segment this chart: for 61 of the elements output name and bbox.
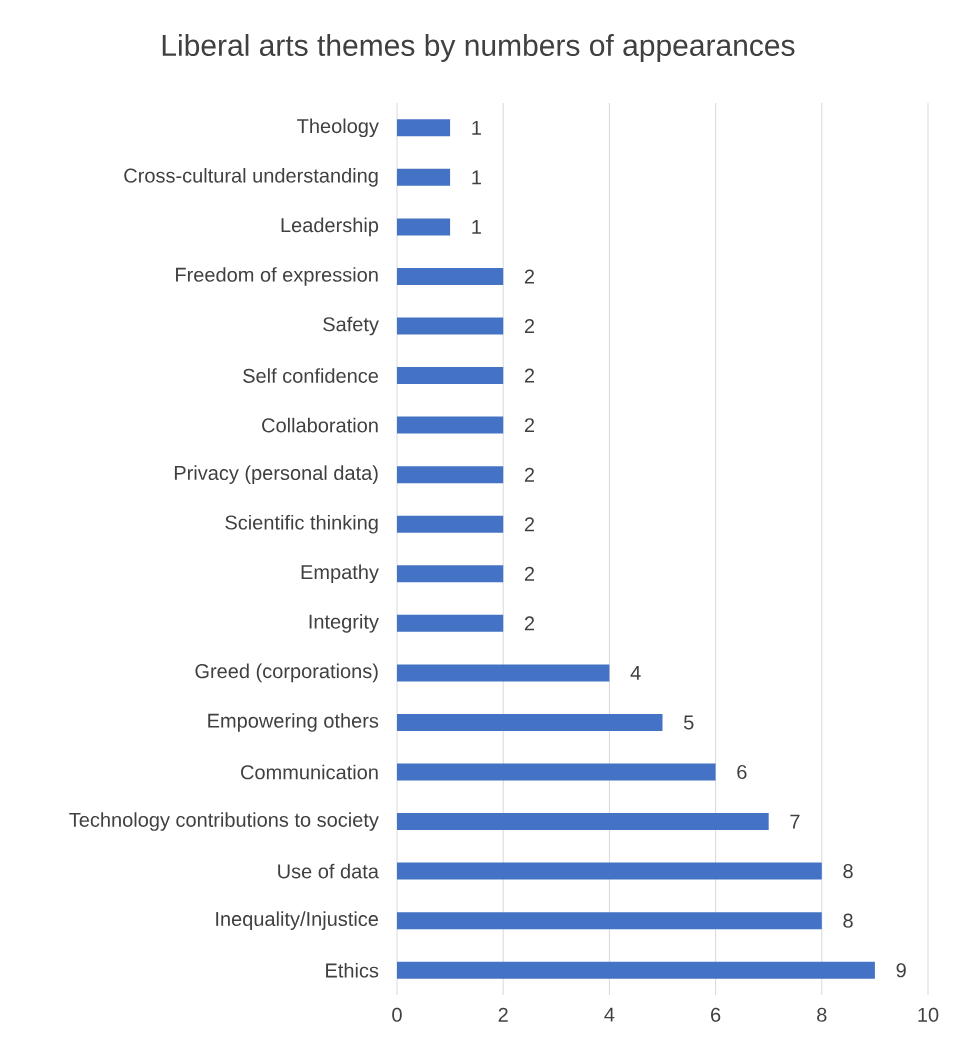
y-tick-label: Empowering others — [208, 713, 379, 732]
data-label: 2 — [524, 368, 535, 383]
data-label: 1 — [472, 220, 481, 234]
y-tick-label: Leadership — [281, 217, 379, 237]
x-tick-label: 6 — [711, 1007, 721, 1022]
bar — [397, 267, 504, 285]
bar — [397, 912, 822, 930]
y-tick-label: Safety — [323, 316, 379, 336]
chart-title: Liberal arts themes by numbers of appearances — [162, 34, 795, 62]
data-label: 2 — [524, 467, 535, 482]
x-tick-label: 4 — [604, 1007, 615, 1022]
data-label: 4 — [630, 666, 641, 680]
data-label: 1 — [472, 120, 481, 135]
bar — [397, 565, 504, 583]
data-label: 2 — [524, 517, 535, 532]
y-tick-label: Privacy (personal data) — [174, 465, 378, 484]
y-tick-label: Communication — [241, 764, 378, 780]
y-tick-label: Theology — [297, 118, 379, 138]
y-tick-label: Technology contributions to society — [69, 812, 379, 831]
y-tick-label: Scientific thinking — [225, 514, 378, 534]
y-tick-label: Self confidence — [243, 368, 379, 383]
bar — [397, 367, 504, 385]
bar — [397, 119, 451, 137]
data-label: 8 — [843, 864, 853, 879]
y-tick-label: Ethics — [326, 962, 379, 978]
bar — [397, 416, 504, 434]
bar — [397, 317, 504, 335]
y-tick-label: Integrity — [309, 614, 379, 633]
x-tick-label: 10 — [918, 1007, 939, 1022]
x-tick-label: 2 — [498, 1007, 508, 1022]
y-tick-label: Freedom of expression — [176, 267, 378, 286]
y-tick-label: Empathy — [301, 564, 379, 584]
data-label: 2 — [524, 418, 535, 433]
y-tick-label: Cross-cultural understanding — [124, 168, 378, 187]
bar — [397, 515, 504, 533]
data-label: 2 — [524, 616, 535, 631]
bar — [397, 763, 716, 781]
y-tick-label: Greed (corporations) — [195, 663, 378, 683]
bar — [397, 218, 451, 236]
bar — [397, 862, 822, 880]
y-tick-label: Collaboration — [262, 417, 378, 433]
data-label: 7 — [790, 814, 800, 829]
data-label: 1 — [472, 170, 481, 185]
data-label: 6 — [737, 764, 747, 780]
y-tick-label: Inequality/Injustice — [216, 911, 379, 930]
y-tick-label: Use of data — [278, 863, 379, 879]
data-label: 2 — [524, 319, 535, 333]
data-label: 9 — [896, 963, 906, 978]
bar — [397, 664, 610, 682]
x-tick-label: 0 — [392, 1007, 402, 1022]
data-label: 2 — [524, 269, 535, 284]
bar — [397, 466, 504, 484]
bar — [397, 961, 875, 979]
bar — [397, 813, 769, 831]
data-label: 8 — [843, 913, 853, 928]
x-tick-label: 8 — [817, 1007, 827, 1022]
data-label: 5 — [684, 715, 694, 730]
bar — [397, 614, 504, 632]
bar — [397, 168, 451, 186]
bar — [397, 713, 663, 731]
data-label: 2 — [524, 566, 535, 581]
